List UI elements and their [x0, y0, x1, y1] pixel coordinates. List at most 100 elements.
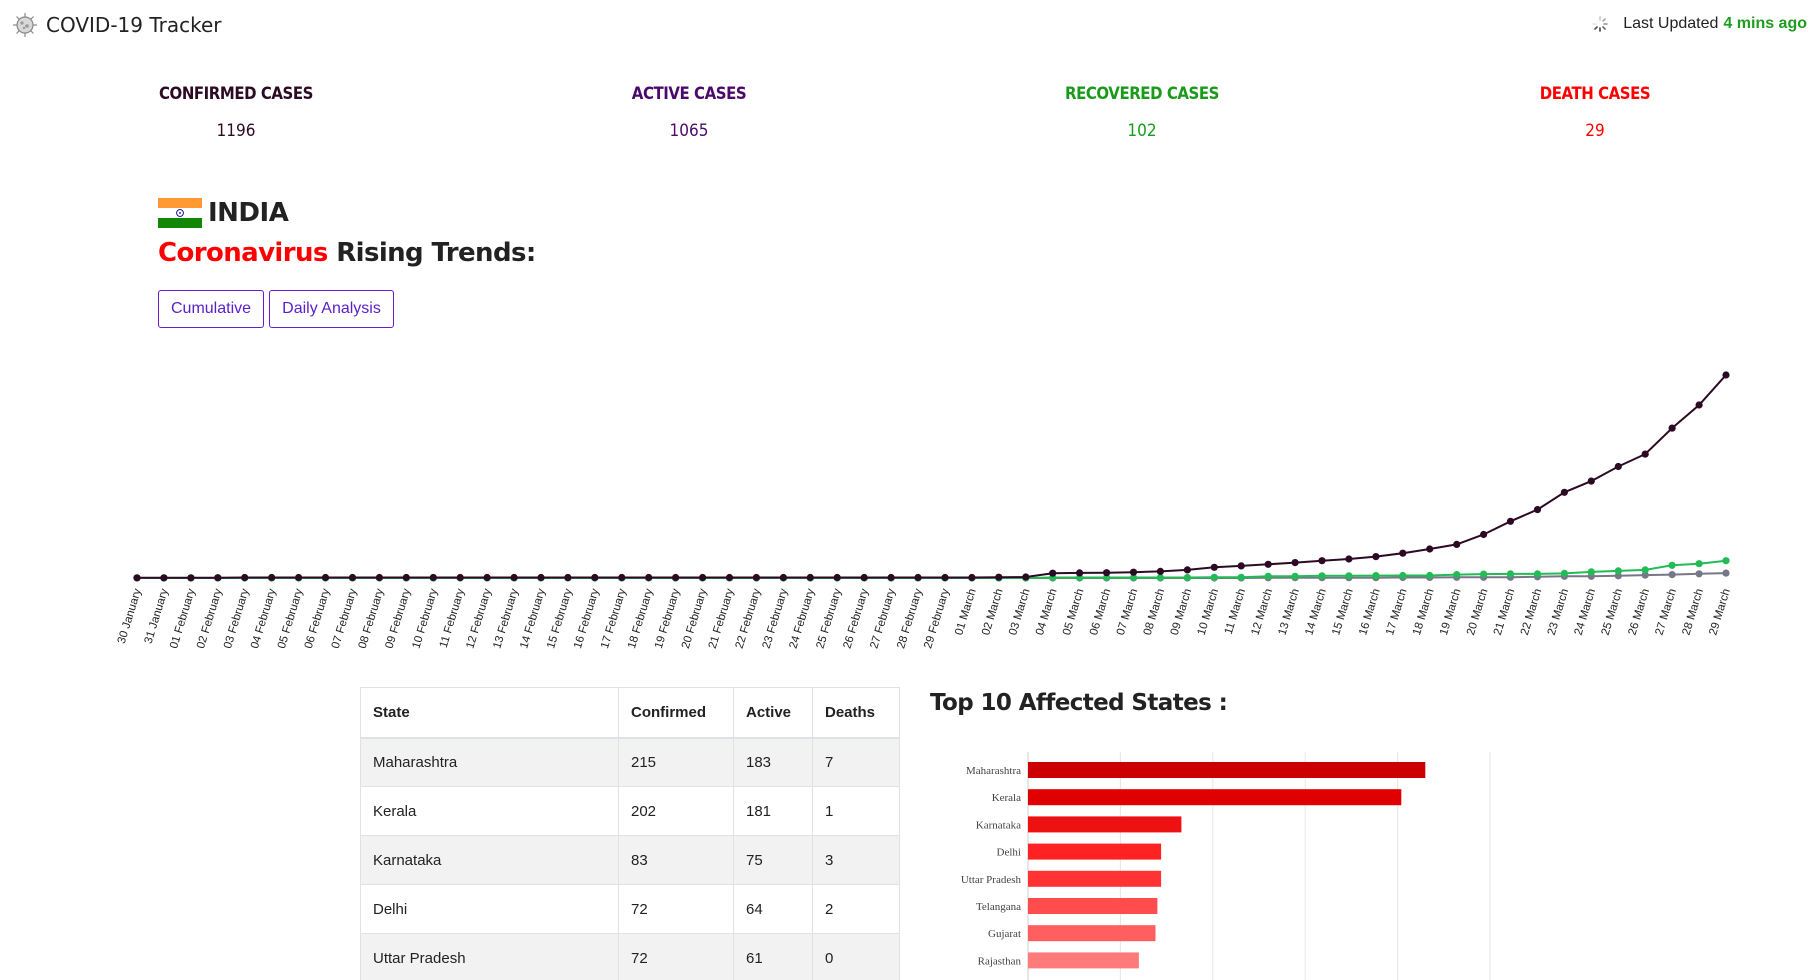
- x-tick-label: 17 February: [599, 587, 629, 650]
- daily-analysis-button[interactable]: Daily Analysis: [269, 290, 394, 328]
- cell-deaths: 1: [812, 786, 900, 836]
- confirmed-value: 1196: [216, 121, 256, 141]
- cell-state: Uttar Pradesh: [360, 933, 619, 980]
- x-tick-label: 06 February: [303, 587, 333, 650]
- data-point: [1291, 559, 1299, 567]
- active-value: 1065: [669, 121, 709, 141]
- active-stat: ACTIVE CASES 1065: [539, 84, 839, 141]
- data-point: [1022, 573, 1030, 581]
- data-point: [1183, 573, 1191, 582]
- data-point: [1668, 571, 1676, 579]
- table-header-row: State Confirmed Active Deaths: [360, 687, 900, 739]
- x-tick-label: 22 March: [1519, 587, 1544, 636]
- table-row[interactable]: Delhi 72 64 2: [360, 884, 900, 934]
- header-state[interactable]: State: [360, 687, 619, 739]
- active-label: ACTIVE CASES: [631, 84, 747, 104]
- cell-confirmed: 72: [618, 933, 734, 980]
- data-point: [348, 573, 357, 582]
- trend-title-highlight: Coronavirus: [158, 238, 328, 268]
- x-tick-label: 26 March: [1627, 587, 1652, 636]
- data-point: [483, 573, 491, 582]
- x-tick-label: 23 February: [761, 587, 791, 650]
- x-tick-label: 13 February: [491, 587, 521, 650]
- data-point: [1264, 560, 1272, 568]
- x-tick-label: 06 March: [1088, 587, 1113, 636]
- data-point: [1722, 371, 1730, 379]
- x-tick-label: 01 February: [168, 587, 198, 650]
- bar-label: Gujarat: [988, 928, 1021, 940]
- trend-title: Coronavirus Rising Trends:: [158, 238, 536, 268]
- x-tick-label: 09 February: [384, 587, 414, 650]
- x-tick-label: 27 February: [868, 587, 898, 650]
- confirmed-stat: CONFIRMED CASES 1196: [86, 84, 386, 141]
- x-tick-label: 20 February: [680, 587, 710, 650]
- data-point: [295, 573, 303, 582]
- x-tick-label: 21 March: [1492, 587, 1517, 636]
- data-point: [375, 573, 383, 582]
- header-deaths[interactable]: Deaths: [812, 687, 900, 739]
- data-point: [1399, 571, 1407, 580]
- data-point: [1129, 568, 1138, 576]
- data-point: [887, 573, 895, 582]
- last-updated-label: Last Updated: [1623, 15, 1719, 32]
- x-tick-label: 18 February: [626, 587, 656, 650]
- bar-label: Uttar Pradesh: [961, 874, 1022, 886]
- x-tick-label: 15 March: [1330, 587, 1355, 636]
- country-heading: INDIA: [158, 198, 289, 228]
- state-table-container[interactable]: State Confirmed Active Deaths Maharashtr…: [360, 687, 900, 980]
- x-tick-label: 12 March: [1250, 587, 1275, 636]
- x-tick-label: 25 February: [814, 587, 844, 650]
- header-active[interactable]: Active: [733, 687, 813, 739]
- x-tick-label: 05 March: [1061, 587, 1086, 636]
- table-row[interactable]: Karnataka 83 75 3: [360, 835, 900, 885]
- cell-state: Karnataka: [360, 835, 619, 885]
- brand[interactable]: COVID-19 Tracker: [12, 12, 222, 38]
- x-tick-label: 13 March: [1276, 587, 1301, 636]
- table-row[interactable]: Kerala 202 181 1: [360, 786, 900, 836]
- data-point: [402, 573, 410, 582]
- data-point: [1183, 566, 1191, 574]
- data-point: [1695, 401, 1703, 409]
- data-point: [537, 573, 545, 582]
- bar-1: [1028, 789, 1402, 806]
- bar-7: [1028, 952, 1139, 969]
- data-point: [1076, 569, 1084, 577]
- x-tick-label: 24 March: [1573, 587, 1598, 636]
- data-point: [1372, 572, 1380, 580]
- data-point: [1587, 568, 1595, 576]
- data-point: [1722, 557, 1730, 565]
- data-point: [510, 573, 518, 582]
- bar-6: [1028, 925, 1156, 942]
- bar-label: Rajasthan: [978, 955, 1022, 967]
- x-tick-label: 04 March: [1034, 587, 1059, 636]
- bar-label: Delhi: [997, 847, 1021, 859]
- cell-active: 61: [733, 933, 813, 980]
- x-tick-label: 27 March: [1653, 587, 1678, 636]
- data-point: [1506, 517, 1515, 525]
- header-confirmed[interactable]: Confirmed: [618, 687, 734, 739]
- cell-state: Maharashtra: [360, 737, 619, 787]
- data-point: [591, 573, 599, 582]
- data-point: [268, 573, 276, 582]
- table-row[interactable]: Maharashtra 215 183 7: [360, 737, 900, 787]
- data-point: [806, 573, 814, 582]
- data-point: [1318, 557, 1326, 565]
- x-tick-label: 14 March: [1303, 587, 1328, 636]
- cumulative-button[interactable]: Cumulative: [158, 290, 264, 328]
- data-point: [1533, 506, 1542, 514]
- data-point: [1156, 573, 1164, 582]
- data-point: [1237, 562, 1245, 570]
- x-tick-label: 28 March: [1680, 587, 1705, 636]
- x-tick-label: 28 February: [895, 587, 925, 650]
- data-point: [1695, 560, 1703, 568]
- x-tick-label: 07 March: [1115, 587, 1140, 636]
- data-point: [1722, 569, 1730, 577]
- top10-bar-chart[interactable]: Maharashtra Kerala Karnataka Delhi Uttar Pra…: [920, 740, 1500, 980]
- data-point: [1480, 530, 1488, 539]
- x-tick-label: 26 February: [841, 587, 871, 650]
- table-row[interactable]: Uttar Pradesh 72 61 0: [360, 933, 900, 980]
- x-tick-label: 11 February: [438, 587, 467, 649]
- death-label: DEATH CASES: [1539, 84, 1651, 104]
- data-point: [1210, 573, 1218, 581]
